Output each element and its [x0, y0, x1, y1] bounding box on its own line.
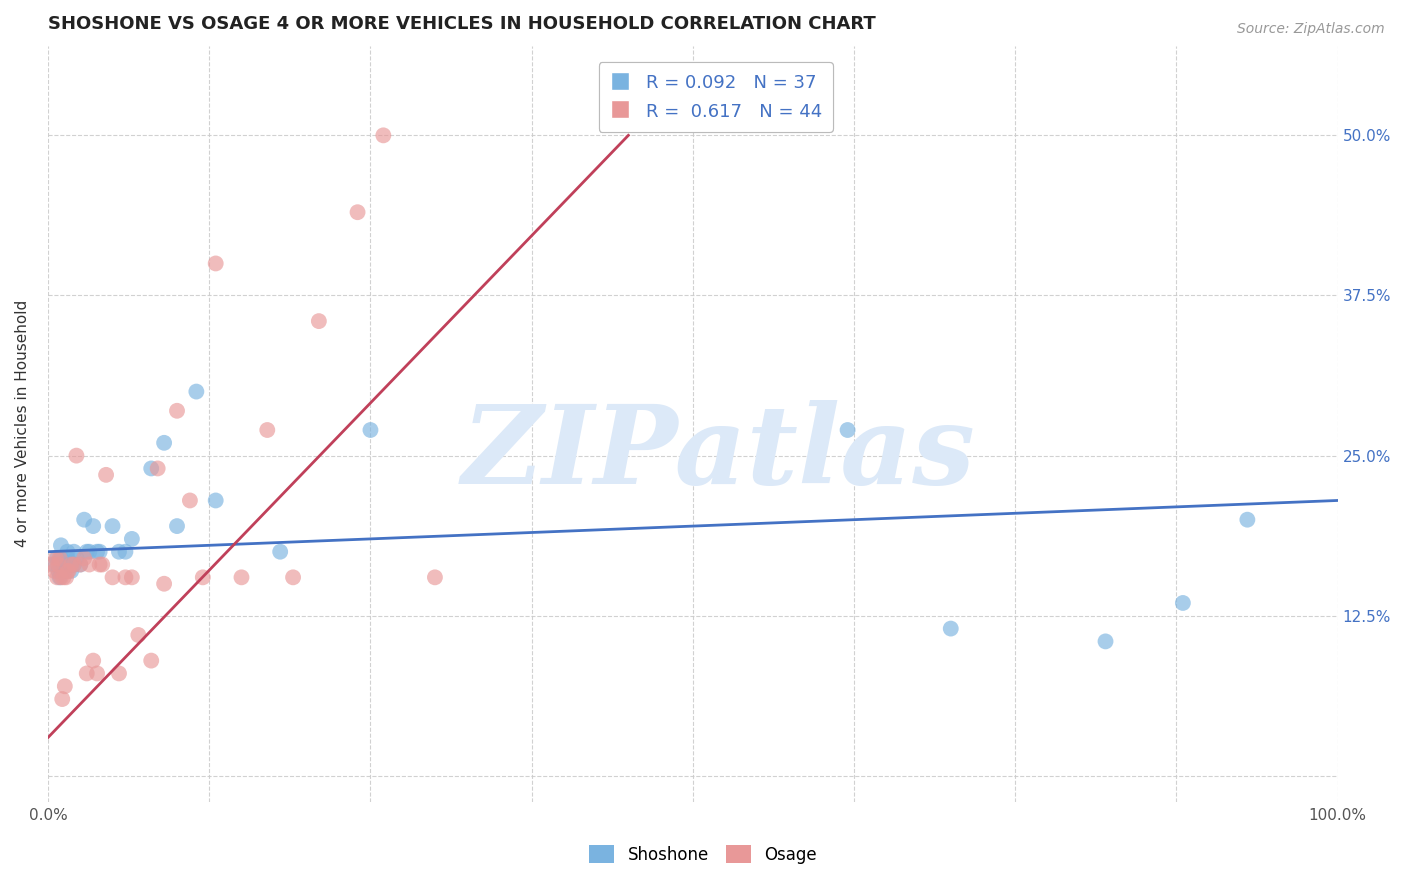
- Point: [73, 551, 96, 566]
- Point: [281, 570, 304, 584]
- Point: [1171, 596, 1194, 610]
- Text: Source: ZipAtlas.com: Source: ZipAtlas.com: [1237, 22, 1385, 37]
- Point: [48, 564, 70, 578]
- Point: [82, 654, 104, 668]
- Point: [108, 545, 131, 559]
- Point: [49, 551, 72, 566]
- Point: [204, 256, 226, 270]
- Point: [86, 666, 108, 681]
- Point: [65, 551, 87, 566]
- Point: [69, 558, 91, 572]
- Point: [837, 423, 859, 437]
- Point: [1236, 513, 1258, 527]
- Point: [65, 449, 87, 463]
- Point: [63, 558, 86, 572]
- Point: [153, 576, 176, 591]
- Point: [423, 570, 446, 584]
- Point: [939, 622, 962, 636]
- Point: [49, 538, 72, 552]
- Point: [86, 545, 108, 559]
- Point: [45, 551, 67, 566]
- Point: [56, 545, 79, 559]
- Point: [101, 519, 124, 533]
- Point: [141, 461, 163, 475]
- Point: [89, 558, 111, 572]
- Point: [114, 545, 136, 559]
- Point: [60, 564, 83, 578]
- Point: [269, 545, 291, 559]
- Point: [51, 692, 73, 706]
- Point: [46, 551, 69, 566]
- Point: [186, 384, 208, 399]
- Point: [79, 558, 101, 572]
- Point: [231, 570, 253, 584]
- Point: [166, 404, 188, 418]
- Point: [256, 423, 278, 437]
- Point: [359, 423, 381, 437]
- Point: [48, 551, 70, 566]
- Point: [44, 558, 66, 572]
- Point: [48, 570, 70, 584]
- Point: [76, 545, 98, 559]
- Point: [308, 314, 330, 328]
- Point: [146, 461, 169, 475]
- Point: [52, 558, 75, 572]
- Point: [94, 467, 117, 482]
- Point: [53, 679, 76, 693]
- Point: [153, 435, 176, 450]
- Point: [121, 532, 143, 546]
- Point: [63, 545, 86, 559]
- Point: [108, 666, 131, 681]
- Point: [1094, 634, 1116, 648]
- Point: [204, 493, 226, 508]
- Point: [82, 519, 104, 533]
- Point: [89, 545, 111, 559]
- Point: [76, 666, 98, 681]
- Point: [46, 570, 69, 584]
- Point: [166, 519, 188, 533]
- Point: [373, 128, 395, 143]
- Legend: R = 0.092   N = 37, R =  0.617   N = 44: R = 0.092 N = 37, R = 0.617 N = 44: [599, 62, 832, 132]
- Point: [69, 558, 91, 572]
- Point: [127, 628, 149, 642]
- Point: [53, 564, 76, 578]
- Point: [41, 558, 63, 572]
- Point: [91, 558, 114, 572]
- Point: [141, 654, 163, 668]
- Point: [48, 558, 70, 572]
- Text: SHOSHONE VS OSAGE 4 OR MORE VEHICLES IN HOUSEHOLD CORRELATION CHART: SHOSHONE VS OSAGE 4 OR MORE VEHICLES IN …: [48, 15, 876, 33]
- Legend: Shoshone, Osage: Shoshone, Osage: [582, 838, 824, 871]
- Point: [346, 205, 368, 219]
- Point: [52, 570, 75, 584]
- Y-axis label: 4 or more Vehicles in Household: 4 or more Vehicles in Household: [15, 300, 30, 547]
- Point: [55, 570, 77, 584]
- Point: [63, 558, 86, 572]
- Point: [179, 493, 201, 508]
- Point: [58, 564, 80, 578]
- Point: [49, 570, 72, 584]
- Point: [73, 513, 96, 527]
- Point: [79, 545, 101, 559]
- Point: [44, 564, 66, 578]
- Point: [101, 570, 124, 584]
- Point: [56, 564, 79, 578]
- Point: [60, 558, 83, 572]
- Point: [121, 570, 143, 584]
- Point: [56, 551, 79, 566]
- Point: [114, 570, 136, 584]
- Text: ZIPatlas: ZIPatlas: [461, 401, 976, 508]
- Point: [191, 570, 214, 584]
